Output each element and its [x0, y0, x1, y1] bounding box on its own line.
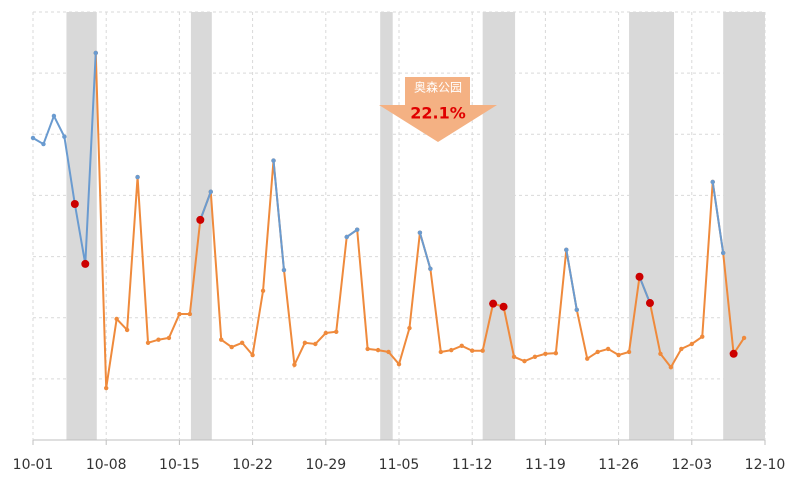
x-tick-label: 10-15: [159, 457, 200, 473]
data-point: [145, 340, 151, 345]
data-point: [553, 350, 559, 356]
data-point: [679, 346, 684, 352]
highlight-point: [70, 199, 79, 208]
data-point: [334, 329, 339, 334]
shaded-band: [190, 12, 212, 440]
data-point: [470, 348, 475, 353]
data-point: [124, 327, 130, 333]
data-point: [449, 347, 454, 353]
data-point: [323, 330, 328, 336]
data-point: [720, 250, 726, 256]
data-point: [51, 113, 57, 119]
highlight-point: [499, 302, 508, 311]
data-point: [365, 346, 370, 352]
x-tick-label: 12-03: [671, 457, 712, 473]
shaded-band: [723, 12, 765, 440]
data-point: [574, 307, 579, 312]
data-point: [375, 347, 381, 353]
data-point: [281, 267, 287, 273]
data-point: [417, 230, 423, 235]
data-point: [104, 385, 109, 391]
shaded-band: [482, 12, 516, 440]
callout-arrow: [379, 77, 497, 142]
data-point: [292, 362, 297, 367]
data-point: [741, 335, 747, 341]
highlight-point: [196, 215, 205, 224]
data-point: [93, 50, 98, 56]
data-point: [354, 227, 360, 232]
x-tick-label: 11-05: [379, 457, 420, 473]
data-point: [532, 354, 538, 360]
data-point: [658, 351, 663, 356]
data-point: [438, 349, 444, 355]
data-point: [30, 135, 36, 141]
x-tick-label: 10-08: [86, 457, 127, 473]
data-point: [543, 351, 548, 356]
data-point: [156, 337, 161, 342]
callout: 奥森公园 22.1%: [379, 77, 497, 142]
x-tick-label: 10-22: [232, 457, 273, 473]
data-point: [616, 352, 621, 358]
data-point: [689, 341, 694, 347]
x-tick-label: 10-01: [13, 457, 54, 473]
data-point: [219, 337, 224, 342]
data-point: [700, 334, 705, 339]
x-tick-label: 11-12: [452, 457, 493, 473]
data-point: [396, 361, 402, 367]
x-tick-label: 12-10: [745, 457, 786, 473]
data-point: [229, 344, 234, 350]
x-tick-label: 11-26: [598, 457, 639, 473]
data-point: [135, 174, 140, 180]
data-point: [522, 358, 527, 364]
data-point: [271, 158, 276, 163]
lines: [30, 50, 747, 391]
data-point: [428, 266, 433, 271]
data-point: [511, 354, 517, 360]
data-point: [187, 311, 193, 317]
data-point: [710, 179, 715, 185]
data-point: [564, 247, 569, 253]
highlight-point: [489, 299, 498, 308]
shaded-band: [629, 12, 675, 440]
data-point: [260, 288, 266, 294]
callout-value: 22.1%: [410, 104, 466, 123]
highlight-point: [81, 259, 90, 268]
data-point: [585, 356, 590, 361]
shaded-band: [66, 12, 97, 440]
data-point: [208, 189, 213, 194]
grid: 10-01 10-08 10-15 10-22 10-29 11-05 11-12 11-19…: [13, 11, 786, 473]
data-point: [626, 349, 632, 355]
data-point: [166, 335, 172, 341]
callout-title: 奥森公园: [414, 80, 462, 95]
bands: [66, 12, 765, 440]
highlight-point: [645, 299, 654, 308]
shaded-band: [380, 12, 393, 440]
data-point: [386, 349, 391, 355]
data-point: [177, 311, 182, 317]
data-point: [239, 340, 245, 345]
data-point: [114, 316, 119, 322]
data-point: [480, 348, 485, 353]
data-point: [41, 141, 46, 147]
data-point: [62, 134, 67, 139]
data-point: [344, 234, 349, 240]
highlight-point: [635, 272, 644, 281]
x-tick-label: 10-29: [305, 457, 346, 473]
data-point: [595, 349, 600, 355]
data-point: [459, 343, 464, 349]
highlight-point: [729, 349, 738, 358]
data-point: [250, 352, 255, 358]
data-point: [313, 341, 318, 347]
x-tick-label: 11-19: [525, 457, 566, 473]
data-point: [668, 365, 674, 370]
data-point: [302, 340, 308, 345]
data-point: [605, 346, 611, 352]
data-point: [407, 325, 412, 331]
